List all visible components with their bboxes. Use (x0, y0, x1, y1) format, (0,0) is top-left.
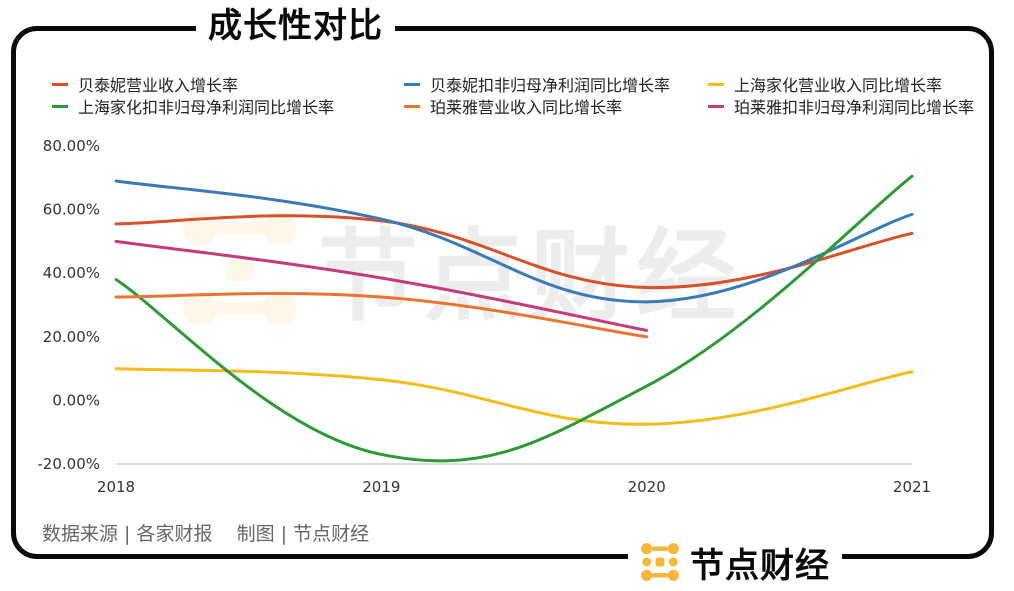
legend-item: 珀莱雅营业收入同比增长率 (404, 98, 622, 118)
legend-item: 上海家化扣非归母净利润同比增长率 (52, 98, 334, 118)
legend-swatch (52, 105, 68, 108)
legend-swatch (708, 83, 724, 86)
y-tick-label: 0.00% (52, 391, 100, 409)
legend-label: 珀莱雅扣非归母净利润同比增长率 (734, 98, 975, 117)
series-line (114, 214, 914, 290)
page-title: 成长性对比 (196, 2, 395, 50)
legend-swatch (404, 105, 420, 108)
legend-label: 贝泰妮扣非归母净利润同比增长率 (430, 76, 671, 95)
legend-item: 贝泰妮扣非归母净利润同比增长率 (404, 76, 670, 96)
y-tick-label: 60.00% (43, 201, 100, 219)
legend-swatch (52, 83, 68, 86)
source-note: 数据来源 | 各家财报 制图 | 节点财经 (42, 523, 370, 545)
legend-label: 上海家化扣非归母净利润同比增长率 (78, 98, 335, 117)
series-line (114, 239, 649, 332)
y-tick-label: 80.00% (43, 137, 100, 155)
x-tick-label: 2020 (628, 478, 666, 496)
legend-swatch (708, 105, 724, 108)
series-layer (114, 174, 914, 463)
y-tick-label: 20.00% (43, 328, 100, 346)
series-line (114, 292, 649, 339)
brand-badge: 节点财经 (628, 536, 842, 588)
chart-frame (11, 26, 994, 559)
y-tick-label: 40.00% (43, 264, 100, 282)
legend-swatch (404, 83, 420, 86)
legend-item: 贝泰妮营业收入增长率 (52, 76, 238, 96)
x-tick-label: 2019 (362, 478, 400, 496)
legend-item: 上海家化营业收入同比增长率 (708, 76, 942, 96)
series-line (114, 174, 914, 463)
brand-name: 节点财经 (690, 545, 830, 586)
series-line (114, 179, 914, 304)
y-tick-label: -20.00% (37, 455, 100, 473)
legend-label: 上海家化营业收入同比增长率 (734, 76, 943, 95)
legend-item: 珀莱雅扣非归母净利润同比增长率 (708, 98, 974, 118)
legend-label: 贝泰妮营业收入增长率 (78, 76, 239, 95)
x-tick-label: 2021 (893, 478, 931, 496)
legend-label: 珀莱雅营业收入同比增长率 (430, 98, 623, 117)
x-tick-label: 2018 (97, 478, 135, 496)
chart-legend: 贝泰妮营业收入增长率 贝泰妮扣非归母净利润同比增长率 上海家化营业收入同比增长率上海… (52, 76, 992, 120)
axis-layer: -20.00% 0.00% 20.00% 40.00% 60.00% 80.00% 2018… (37, 137, 931, 496)
brand-logo-icon (641, 543, 679, 581)
